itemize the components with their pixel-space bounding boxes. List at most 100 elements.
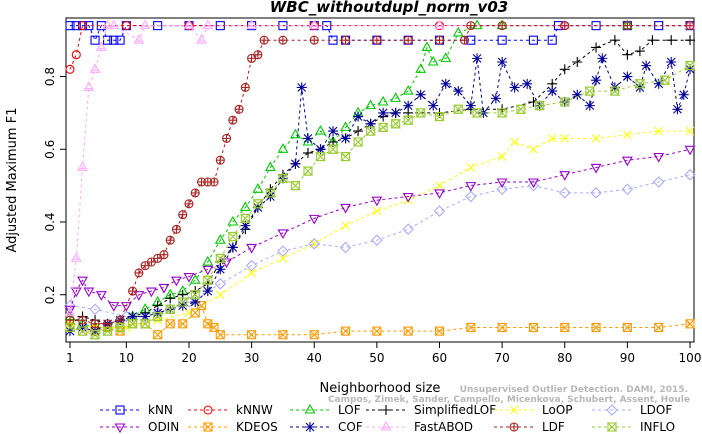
series-line-lof: [69, 25, 690, 328]
point-loop-12: [435, 181, 444, 191]
point-inflo-3: [102, 326, 113, 336]
point-inflo-29: [434, 111, 445, 122]
point-simplifiedlof-33: [559, 64, 570, 75]
point-kdeos-29: [685, 319, 695, 329]
point-fastabod-10: [183, 19, 195, 30]
point-ldf-36: [560, 21, 570, 31]
point-ldf-38: [685, 21, 695, 31]
point-ldof-5: [214, 278, 227, 290]
point-inflo-4: [114, 322, 126, 333]
y-tick-label-0.6: 0.6: [43, 140, 57, 159]
legend-item-simplifiedlof: SimplifiedLOF: [366, 403, 496, 417]
point-ldf-21: [228, 115, 238, 125]
point-cof-21: [315, 144, 326, 155]
point-odin-25: [590, 163, 602, 174]
point-inflo-30: [452, 104, 464, 114]
x-tick-label-20: 20: [181, 351, 196, 365]
series-cof: [65, 53, 695, 337]
series-line-odin: [69, 148, 691, 310]
point-inflo-31: [471, 108, 483, 118]
point-ldof-18: [621, 183, 634, 196]
point-kdeos-15: [247, 330, 257, 340]
point-ldf-32: [434, 35, 445, 45]
point-cof-39: [522, 78, 533, 89]
point-ldf-23: [240, 82, 250, 93]
point-kdeos-27: [622, 322, 632, 333]
x-tick-label-30: 30: [244, 351, 259, 365]
point-kdeos-24: [528, 322, 538, 333]
point-odin-18: [371, 196, 383, 207]
point-lof-15: [252, 183, 264, 193]
point-odin-14: [246, 243, 258, 254]
point-inflo-18: [290, 181, 301, 191]
point-ldf-26: [259, 35, 269, 45]
point-inflo-26: [390, 119, 401, 129]
legend-item-loop: LoOP: [494, 403, 573, 417]
point-ldof-17: [590, 187, 602, 199]
point-inflo-33: [515, 104, 527, 114]
point-inflo-9: [177, 297, 189, 307]
point-ldof-7: [277, 245, 289, 257]
point-simplifiedlof-41: [685, 35, 695, 46]
point-lof-18: [290, 128, 301, 139]
point-cof-27: [390, 107, 401, 118]
point-inflo-27: [402, 115, 414, 125]
point-odin-20: [434, 189, 445, 200]
point-ldf-10: [159, 250, 169, 260]
point-cof-22: [328, 126, 339, 137]
point-cof-33: [465, 100, 476, 111]
point-inflo-32: [496, 108, 508, 118]
legend-marker-ldof: [606, 404, 618, 416]
point-ldof-15: [527, 179, 540, 192]
point-odin-24: [559, 171, 571, 181]
legend-label-fastabod: FastABOD: [414, 420, 473, 434]
point-fastabod-11: [196, 34, 207, 44]
point-cof-53: [672, 104, 683, 115]
legend-item-lof: LOF: [290, 403, 361, 417]
point-simplifiedlof-39: [647, 35, 658, 46]
series-loop: [65, 126, 695, 332]
point-loop-21: [654, 126, 664, 136]
point-ldf-13: [178, 210, 188, 220]
point-odin-2: [77, 276, 88, 287]
point-loop-5: [215, 290, 225, 300]
point-inflo-2: [89, 330, 101, 340]
x-tick-label-90: 90: [620, 351, 635, 365]
point-inflo-38: [634, 79, 646, 89]
point-knn-6: [103, 35, 113, 45]
point-inflo-7: [152, 311, 164, 322]
point-kdeos-23: [497, 322, 507, 333]
series-odin: [64, 145, 696, 316]
point-ldof-16: [558, 187, 571, 199]
point-odin-0: [64, 305, 76, 316]
point-simplifiedlof-37: [622, 49, 633, 60]
point-lof-17: [277, 143, 289, 153]
point-cof-14: [240, 220, 251, 231]
point-ldf-29: [341, 35, 351, 45]
point-cof-37: [497, 57, 508, 67]
point-inflo-13: [227, 231, 239, 242]
point-cof-19: [296, 82, 307, 93]
point-lof-13: [227, 215, 239, 226]
point-lof-28: [415, 63, 427, 73]
point-kdeos-13: [209, 322, 219, 333]
point-odin-7: [133, 291, 145, 301]
point-fastabod-9: [139, 19, 151, 30]
point-ldf-27: [278, 35, 288, 45]
y-tick-label-0.2: 0.2: [43, 285, 57, 304]
point-odin-10: [171, 276, 182, 287]
series-fastabod: [64, 19, 696, 317]
point-lof-16: [264, 161, 276, 172]
point-odin-4: [95, 291, 107, 301]
legend-label-lof: LOF: [338, 403, 361, 417]
point-inflo-1: [77, 326, 88, 336]
point-kdeos-16: [278, 330, 288, 340]
point-inflo-19: [302, 166, 314, 176]
y-tick-label-0.4: 0.4: [43, 212, 57, 231]
point-ldf-6: [134, 268, 144, 278]
series-line-loop: [69, 130, 690, 328]
point-loop-22: [685, 126, 695, 136]
legend-label-knn: kNN: [148, 403, 173, 417]
legend-marker-kdeos: [203, 422, 213, 432]
point-lof-10: [189, 274, 201, 284]
